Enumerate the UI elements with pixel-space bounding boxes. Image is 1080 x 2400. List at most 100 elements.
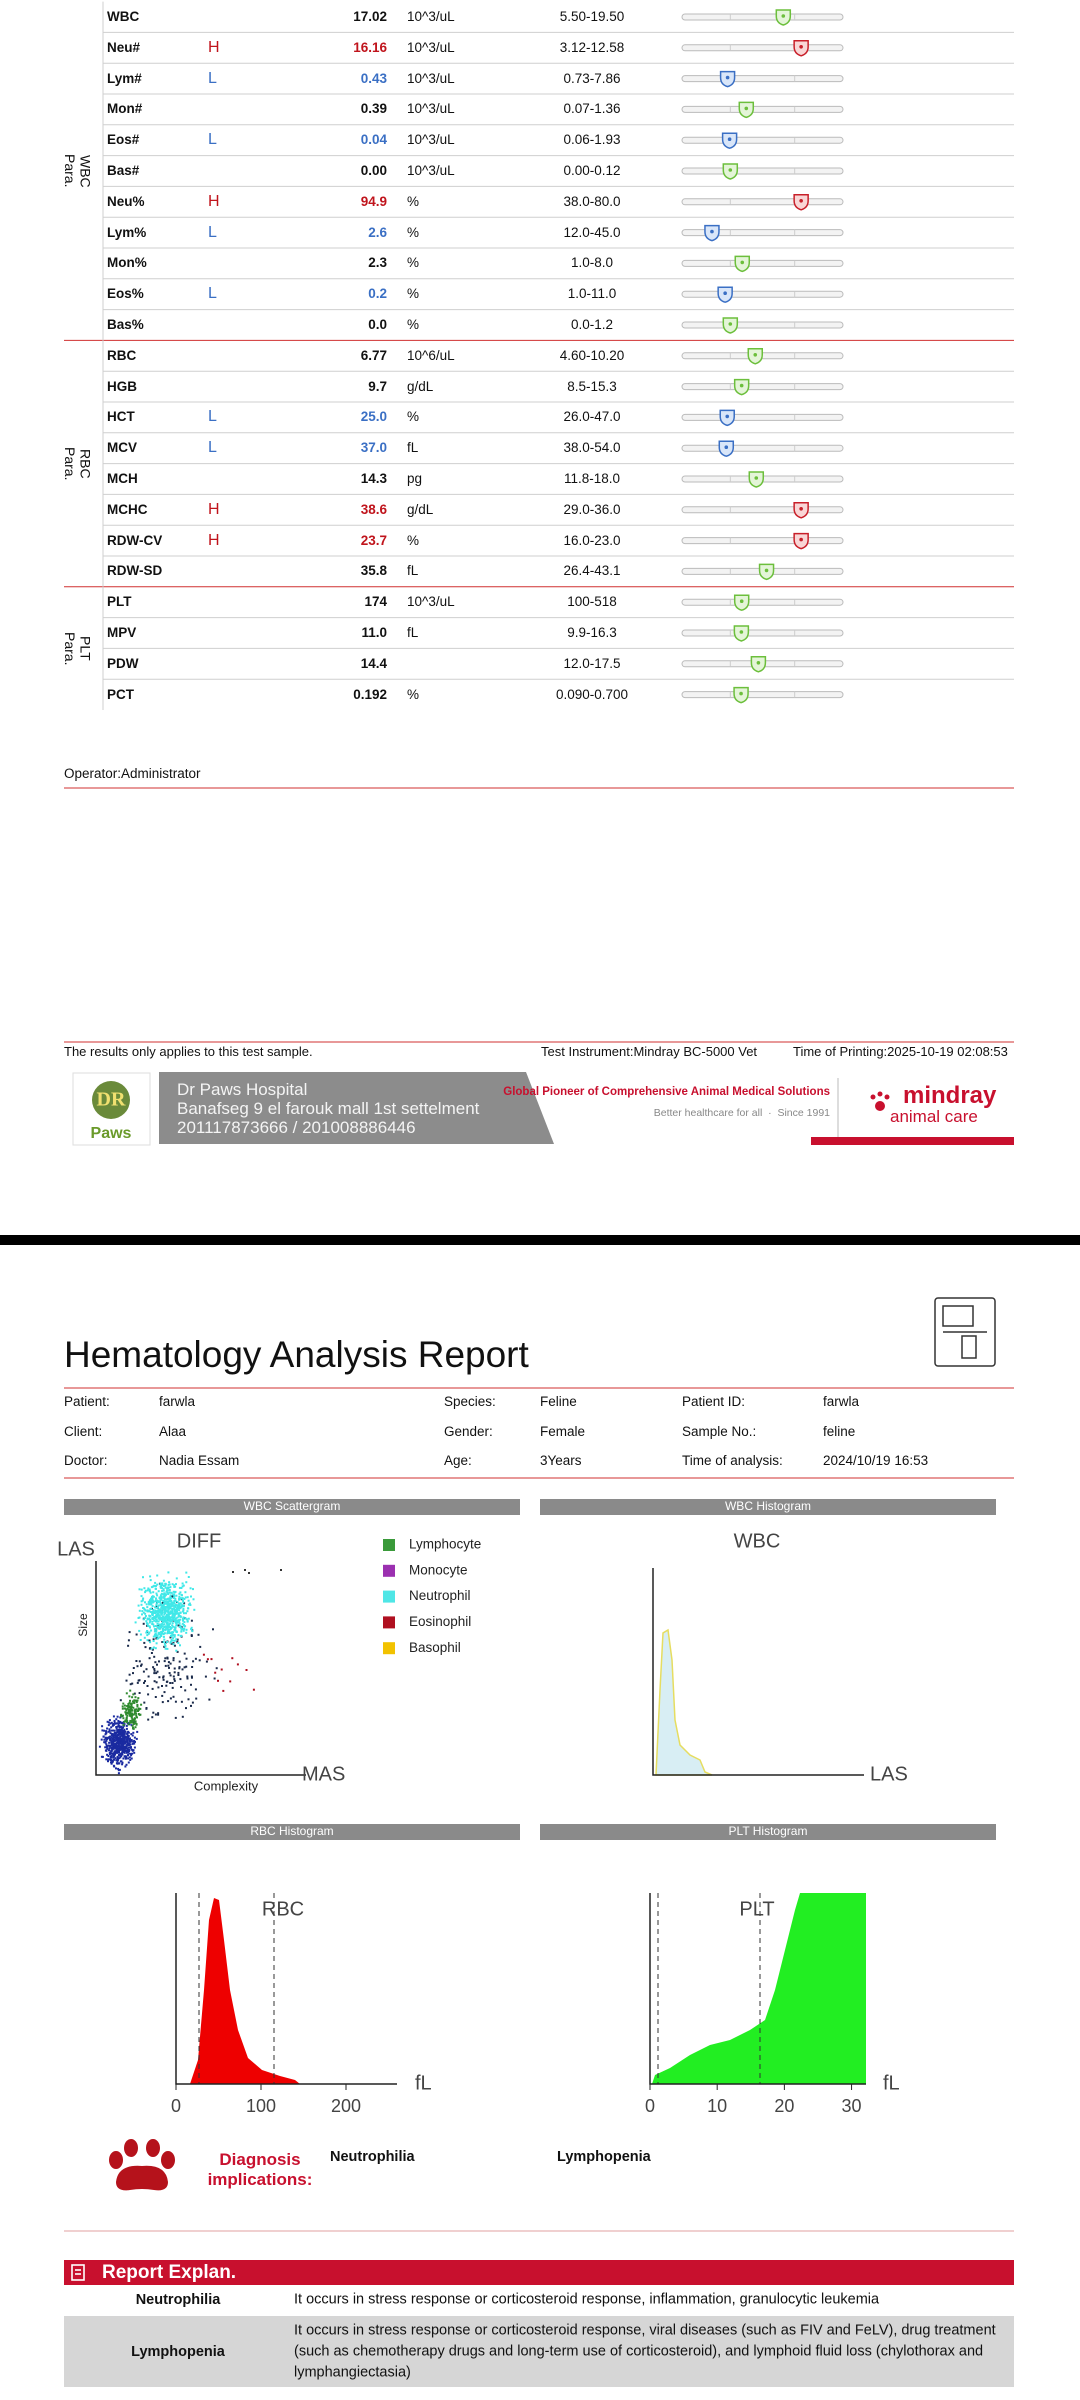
scatter-dot	[104, 1741, 107, 1744]
scatter-dot	[130, 1714, 133, 1717]
scatter-dot	[198, 1659, 201, 1662]
scatter-dot	[106, 1753, 109, 1756]
scatter-dot	[173, 1616, 176, 1619]
scatter-dot	[150, 1652, 153, 1654]
scatter-dot	[129, 1719, 132, 1722]
scatter-dot	[160, 1603, 163, 1606]
scatter-dot	[131, 1682, 134, 1685]
gauge-dot	[739, 691, 743, 696]
scatter-dot	[190, 1626, 193, 1629]
scatter-dot	[126, 1731, 129, 1734]
gauge-dot	[754, 476, 759, 480]
scatter-dot	[140, 1600, 143, 1603]
x-tick-label: 0	[645, 2096, 655, 2116]
unit: %	[407, 193, 420, 209]
scatter-dot	[172, 1659, 175, 1662]
scatter-dot	[174, 1621, 177, 1624]
scatter-dot	[175, 1608, 178, 1611]
scatter-dot	[116, 1725, 119, 1728]
scatter-dot	[121, 1763, 124, 1766]
scatter-dot	[173, 1602, 176, 1605]
scatter-dot	[144, 1646, 147, 1649]
scatter-dot	[169, 1674, 172, 1677]
scatter-dot	[154, 1612, 156, 1614]
tagline: Better healthcare for all · Since 1991	[653, 1107, 830, 1119]
scatter-dot	[160, 1606, 163, 1609]
scatter-dot	[192, 1598, 195, 1601]
scatter-dot	[160, 1626, 163, 1628]
scatter-dot	[159, 1599, 162, 1602]
scatter-dot	[184, 1689, 187, 1692]
scatter-dot	[178, 1666, 181, 1669]
scatter-dot	[161, 1694, 164, 1697]
ref-range: 11.8-18.0	[563, 471, 621, 486]
scatter-dot	[147, 1718, 150, 1721]
scatter-dot	[137, 1604, 140, 1607]
scatter-dot	[154, 1713, 157, 1716]
scatter-dot	[163, 1691, 166, 1694]
scatter-dot	[125, 1712, 128, 1715]
param-value: 94.9	[360, 193, 387, 209]
scatter-dot	[122, 1723, 125, 1726]
scatter-dot	[157, 1713, 160, 1716]
scatter-dot	[123, 1748, 126, 1751]
scatter-dot	[182, 1601, 185, 1604]
scatter-dot	[178, 1605, 181, 1608]
scatter-dot	[118, 1731, 121, 1734]
scatter-dot	[144, 1615, 147, 1617]
scatter-dot	[123, 1720, 126, 1723]
scatter-dot	[102, 1735, 105, 1738]
scatter-dot	[149, 1579, 152, 1582]
unit: g/dL	[407, 378, 434, 394]
scatter-dot	[167, 1700, 170, 1703]
legend-swatch	[383, 1616, 395, 1629]
scatter-dot	[159, 1600, 161, 1603]
scatter-dot	[126, 1734, 129, 1737]
scatter-dot	[132, 1706, 135, 1709]
scatter-dot	[149, 1641, 152, 1644]
scatter-dot	[110, 1736, 113, 1739]
scatter-dot	[143, 1641, 146, 1644]
scatter-dot	[180, 1587, 183, 1589]
unit: g/dL	[407, 501, 434, 517]
scatter-dot	[164, 1629, 167, 1632]
scatter-dot	[159, 1602, 162, 1605]
scatter-dot	[131, 1721, 134, 1724]
scatter-dot	[133, 1692, 136, 1695]
scatter-dot	[150, 1586, 153, 1589]
scatter-dot	[108, 1730, 111, 1732]
scatter-dot	[148, 1614, 151, 1617]
scatter-dot	[215, 1667, 218, 1670]
scatter-dot	[168, 1630, 171, 1633]
scatter-dot	[244, 1569, 246, 1571]
flag: H	[208, 531, 220, 549]
scatter-dot	[119, 1732, 122, 1735]
scatter-dot	[154, 1615, 157, 1618]
header-bar	[540, 1499, 996, 1515]
scatter-dot	[161, 1582, 164, 1585]
legend-label: Lymphocyte	[409, 1537, 481, 1552]
scatter-dot	[153, 1672, 156, 1675]
scatter-dot	[162, 1585, 165, 1587]
param-name: Eos%	[107, 286, 144, 302]
scatter-dot	[124, 1720, 127, 1723]
scatter-dot	[130, 1739, 133, 1742]
scatter-dot	[170, 1619, 172, 1622]
scatter-dot	[184, 1617, 187, 1620]
scatter-dot	[128, 1701, 131, 1704]
scatter-dot	[126, 1707, 129, 1710]
scatter-dot	[108, 1719, 111, 1722]
scatter-dot	[171, 1610, 174, 1612]
scatter-dot	[121, 1722, 124, 1724]
scatter-dot	[145, 1668, 148, 1671]
scatter-dot	[163, 1602, 166, 1605]
scatter-dot	[190, 1595, 192, 1598]
scatter-dot	[129, 1689, 132, 1692]
scatter-dot	[164, 1610, 167, 1613]
scatter-dot	[121, 1740, 123, 1743]
scatter-dot	[119, 1721, 122, 1724]
scatter-dot	[170, 1600, 173, 1603]
scatter-dot	[162, 1593, 165, 1596]
scatter-dot	[173, 1634, 176, 1637]
scatter-dot	[180, 1634, 183, 1637]
